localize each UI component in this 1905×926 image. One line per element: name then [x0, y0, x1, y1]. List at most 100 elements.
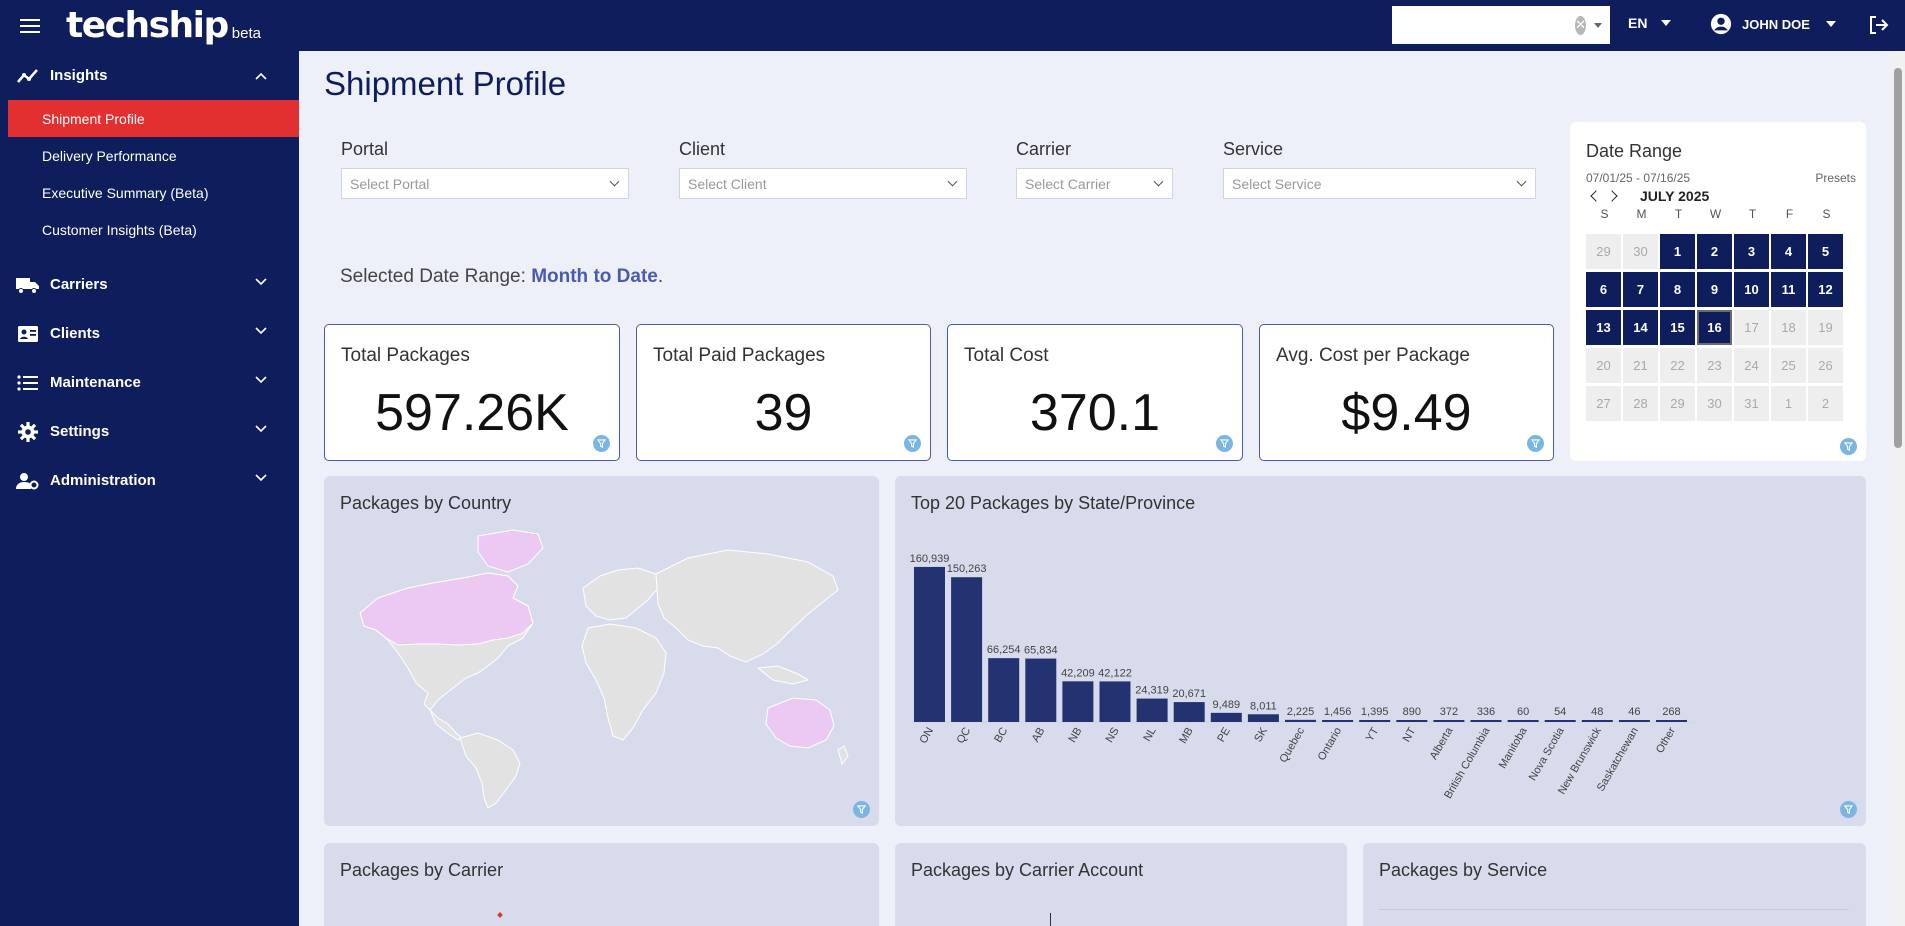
bar-sk[interactable]: [1247, 714, 1279, 722]
calendar-day[interactable]: 5: [1808, 234, 1843, 269]
calendar-day[interactable]: 14: [1623, 310, 1658, 345]
calendar-day[interactable]: 1: [1771, 386, 1806, 421]
filter-icon[interactable]: [853, 801, 870, 818]
sidebar-item-shipment-profile[interactable]: Shipment Profile: [8, 100, 299, 137]
calendar-day[interactable]: 28: [1623, 386, 1658, 421]
bar-ontario[interactable]: [1322, 720, 1354, 722]
search-input[interactable]: [1386, 6, 1576, 44]
bar-nb[interactable]: [1062, 681, 1094, 722]
calendar-day[interactable]: 31: [1734, 386, 1769, 421]
calendar-day[interactable]: 2: [1697, 234, 1732, 269]
calendar-day[interactable]: 25: [1771, 348, 1806, 383]
carrier-select[interactable]: Select Carrier: [1016, 168, 1173, 199]
clear-icon[interactable]: ✕: [1575, 15, 1586, 35]
sidebar-item-carriers[interactable]: Carriers: [0, 260, 299, 309]
bar-value-label: 160,939: [910, 553, 950, 565]
calendar-day[interactable]: 10: [1734, 272, 1769, 307]
world-map[interactable]: [338, 528, 858, 808]
bar-on[interactable]: [914, 566, 945, 722]
logout-icon[interactable]: [1866, 13, 1890, 42]
calendar-day[interactable]: 7: [1623, 272, 1658, 307]
bar-ns[interactable]: [1099, 681, 1131, 722]
filter-icon[interactable]: [1840, 801, 1857, 818]
filter-icon[interactable]: [904, 435, 921, 452]
filter-icon[interactable]: [1527, 435, 1544, 452]
sidebar-item-delivery-performance[interactable]: Delivery Performance: [42, 147, 177, 164]
bar-nt[interactable]: [1396, 720, 1428, 722]
chevron-down-icon[interactable]: [1594, 22, 1602, 28]
user-menu[interactable]: JOHN DOE: [1710, 13, 1836, 35]
sidebar-item-settings[interactable]: Settings: [0, 407, 299, 456]
calendar-day[interactable]: 22: [1660, 348, 1695, 383]
top-search[interactable]: ✕: [1386, 6, 1610, 44]
bar-alberta[interactable]: [1433, 720, 1465, 722]
calendar-day[interactable]: 18: [1771, 310, 1806, 345]
calendar-day[interactable]: 12: [1808, 272, 1843, 307]
bar-quebec[interactable]: [1285, 719, 1316, 722]
bar-new-brunswick[interactable]: [1581, 720, 1613, 722]
bar-mb[interactable]: [1173, 702, 1205, 722]
calendar-day[interactable]: 27: [1586, 386, 1621, 421]
service-placeholder: Select Service: [1232, 175, 1322, 192]
calendar-day[interactable]: 30: [1697, 386, 1732, 421]
calendar-day[interactable]: 19: [1808, 310, 1843, 345]
filter-icon[interactable]: [593, 435, 610, 452]
calendar-day[interactable]: 9: [1697, 272, 1732, 307]
bar-other[interactable]: [1656, 720, 1687, 722]
bar-manitoba[interactable]: [1507, 720, 1539, 722]
portal-select[interactable]: Select Portal: [341, 168, 629, 199]
calendar-day[interactable]: 21: [1623, 348, 1658, 383]
sidebar-item-maintenance[interactable]: Maintenance: [0, 358, 299, 407]
calendar-day[interactable]: 8: [1660, 272, 1695, 307]
bar-pe[interactable]: [1210, 712, 1242, 722]
calendar-day[interactable]: 24: [1734, 348, 1769, 383]
bar-qc[interactable]: [951, 577, 983, 722]
filter-icon[interactable]: [1840, 438, 1857, 455]
bar-ab[interactable]: [1025, 658, 1057, 722]
bar-value-label: 336: [1477, 706, 1495, 718]
calendar-day[interactable]: 11: [1771, 272, 1806, 307]
presets-link[interactable]: Presets: [1815, 171, 1856, 185]
sidebar-item-insights[interactable]: Insights: [0, 51, 299, 100]
calendar-day[interactable]: 1: [1660, 234, 1695, 269]
scrollbar-thumb[interactable]: [1894, 68, 1902, 448]
calendar-day[interactable]: 23: [1697, 348, 1732, 383]
sidebar-item-executive-summary[interactable]: Executive Summary (Beta): [42, 184, 209, 201]
bar-nova-scotia[interactable]: [1544, 720, 1576, 722]
calendar-day[interactable]: 16: [1697, 310, 1732, 345]
calendar-day[interactable]: 6: [1586, 272, 1621, 307]
chevron-right-icon[interactable]: [1606, 190, 1618, 202]
client-select[interactable]: Select Client: [679, 168, 967, 199]
calendar-day[interactable]: 30: [1623, 234, 1658, 269]
bar-yt[interactable]: [1359, 720, 1391, 722]
language-selector[interactable]: EN: [1628, 15, 1672, 31]
service-select[interactable]: Select Service: [1223, 168, 1536, 199]
state-bar-chart[interactable]: 160,939 ON 150,263 QC 66,254 BC 65,834 AB 42,209…: [895, 516, 1866, 816]
hamburger-menu-icon[interactable]: [16, 15, 46, 37]
calendar-day[interactable]: 20: [1586, 348, 1621, 383]
logo-text: techship: [66, 4, 229, 46]
sidebar-item-clients[interactable]: Clients: [0, 309, 299, 358]
calendar-day[interactable]: 15: [1660, 310, 1695, 345]
calendar-day[interactable]: 2: [1808, 386, 1843, 421]
bar-british-columbia[interactable]: [1470, 720, 1502, 722]
filter-icon[interactable]: [1216, 435, 1233, 452]
sidebar-item-customer-insights[interactable]: Customer Insights (Beta): [42, 221, 197, 238]
calendar-day[interactable]: 29: [1586, 234, 1621, 269]
sidebar-item-administration[interactable]: Administration: [0, 456, 299, 505]
bar-saskatchewan[interactable]: [1618, 720, 1650, 722]
calendar-day[interactable]: 13: [1586, 310, 1621, 345]
bar-nl[interactable]: [1136, 698, 1168, 722]
chevron-left-icon[interactable]: [1590, 190, 1602, 202]
calendar-day[interactable]: 26: [1808, 348, 1843, 383]
bar-bc[interactable]: [988, 658, 1020, 722]
calendar-day[interactable]: 4: [1771, 234, 1806, 269]
bar-value-label: 24,319: [1135, 685, 1169, 697]
calendar-day[interactable]: 29: [1660, 386, 1695, 421]
calendar-day[interactable]: 3: [1734, 234, 1769, 269]
logo[interactable]: techship beta: [66, 4, 261, 46]
sidebar-item-label: Insights: [50, 67, 108, 84]
page-scrollbar[interactable]: [1890, 51, 1905, 926]
calendar-day[interactable]: 17: [1734, 310, 1769, 345]
map-region-greenland: [477, 529, 544, 573]
